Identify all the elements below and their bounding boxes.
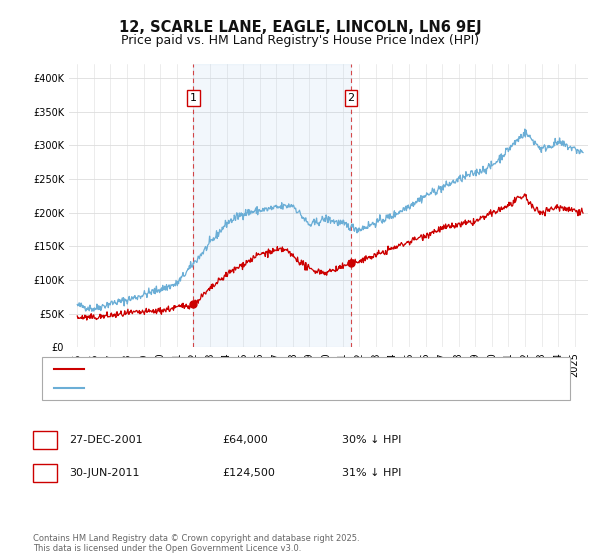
Text: 1: 1 [41,435,49,445]
Text: 31% ↓ HPI: 31% ↓ HPI [342,468,401,478]
Text: £124,500: £124,500 [222,468,275,478]
Text: 1: 1 [190,93,197,103]
Text: 27-DEC-2001: 27-DEC-2001 [69,435,143,445]
Text: 12, SCARLE LANE, EAGLE, LINCOLN, LN6 9EJ (detached house): 12, SCARLE LANE, EAGLE, LINCOLN, LN6 9EJ… [90,364,415,374]
Text: 12, SCARLE LANE, EAGLE, LINCOLN, LN6 9EJ: 12, SCARLE LANE, EAGLE, LINCOLN, LN6 9EJ [119,20,481,35]
Text: 2: 2 [41,468,49,478]
Text: Price paid vs. HM Land Registry's House Price Index (HPI): Price paid vs. HM Land Registry's House … [121,34,479,46]
Text: 30-JUN-2011: 30-JUN-2011 [69,468,139,478]
Text: 2: 2 [347,93,355,103]
Text: HPI: Average price, detached house, North Kesteven: HPI: Average price, detached house, Nort… [90,383,363,393]
Text: Contains HM Land Registry data © Crown copyright and database right 2025.
This d: Contains HM Land Registry data © Crown c… [33,534,359,553]
Bar [193,64,351,347]
Text: £64,000: £64,000 [222,435,268,445]
Text: 30% ↓ HPI: 30% ↓ HPI [342,435,401,445]
